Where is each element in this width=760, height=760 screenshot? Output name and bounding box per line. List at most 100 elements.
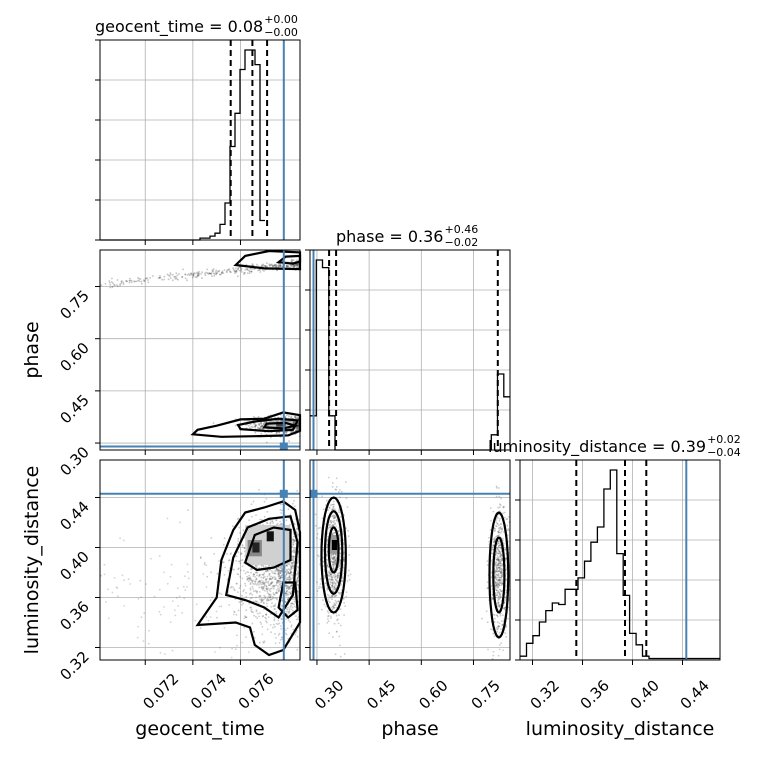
sample-point: [338, 509, 340, 511]
sample-point: [499, 565, 502, 567]
sample-point: [248, 593, 251, 595]
sample-point: [274, 603, 277, 606]
sample-point: [277, 579, 280, 582]
sample-point: [142, 279, 145, 281]
sample-point: [500, 564, 502, 567]
sample-point: [496, 574, 499, 577]
sample-point: [290, 415, 293, 417]
sample-point: [277, 585, 279, 587]
sample-point: [504, 599, 507, 601]
sample-point: [330, 578, 333, 581]
sample-point: [266, 569, 269, 572]
sample-point: [319, 583, 322, 585]
sample-point: [268, 573, 271, 575]
sample-point: [296, 428, 298, 431]
sample-point: [233, 610, 236, 613]
sample-point: [330, 521, 333, 524]
sample-point: [193, 272, 196, 274]
sample-point: [498, 584, 501, 587]
sample-point: [342, 530, 344, 533]
sample-point: [184, 589, 187, 592]
sample-point: [262, 580, 265, 583]
sample-point: [337, 491, 340, 493]
sample-point: [244, 615, 246, 617]
sample-point: [248, 577, 251, 580]
sample-point: [333, 586, 336, 588]
sample-point: [297, 265, 299, 267]
sample-point: [188, 274, 191, 277]
sample-point: [258, 574, 261, 576]
sample-point: [226, 578, 229, 580]
sample-point: [495, 525, 498, 528]
sample-point: [321, 608, 323, 611]
sample-point: [326, 499, 328, 502]
sample-point: [497, 603, 499, 606]
sample-point: [497, 524, 500, 527]
sample-point: [268, 578, 271, 581]
sample-point: [334, 555, 337, 558]
sample-point: [103, 563, 106, 566]
sample-point: [267, 587, 269, 590]
sample-point: [264, 570, 267, 573]
sample-point: [293, 421, 295, 424]
sample-point: [244, 572, 247, 575]
sample-point: [333, 594, 336, 597]
sample-point: [163, 278, 166, 281]
sample-point: [251, 263, 254, 265]
sample-point: [203, 563, 206, 565]
sample-point: [297, 415, 300, 418]
sample-point: [252, 582, 254, 585]
sample-point: [251, 585, 254, 588]
sample-point: [292, 266, 295, 269]
sample-point: [173, 609, 176, 612]
sample-point: [337, 591, 340, 594]
sample-point: [337, 530, 340, 532]
sample-point: [254, 589, 257, 592]
sample-point: [327, 598, 330, 600]
sample-point: [275, 612, 278, 615]
sample-point: [316, 590, 319, 592]
sample-point: [497, 587, 499, 589]
sample-point: [246, 578, 249, 580]
sample-point: [267, 424, 269, 427]
sample-point: [243, 273, 246, 275]
sample-point: [490, 628, 492, 631]
sample-point: [495, 565, 498, 567]
sample-point: [500, 523, 503, 525]
sample-point: [343, 564, 345, 566]
sample-point: [297, 566, 300, 569]
sample-point: [280, 565, 283, 568]
sample-point: [335, 477, 338, 480]
sample-point: [265, 441, 268, 444]
sample-point: [333, 556, 336, 559]
sample-point: [500, 574, 503, 577]
sample-point: [488, 540, 490, 543]
sample-point: [334, 563, 336, 565]
sample-point: [277, 572, 280, 574]
sample-point: [250, 610, 253, 612]
sample-point: [277, 579, 280, 582]
sample-point: [496, 580, 499, 582]
sample-point: [497, 535, 499, 537]
sample-point: [223, 574, 226, 576]
sample-point: [177, 605, 180, 607]
sample-point: [507, 617, 509, 620]
sample-point: [265, 579, 267, 582]
sample-point: [262, 601, 265, 604]
sample-point: [292, 628, 295, 631]
sample-point: [265, 613, 268, 616]
sample-point: [265, 614, 268, 616]
sample-point: [499, 572, 502, 575]
sample-point: [121, 574, 124, 577]
sample-point: [279, 567, 282, 570]
sample-point: [494, 582, 497, 584]
sample-point: [332, 636, 334, 638]
contour-line: [243, 526, 292, 572]
sample-point: [194, 619, 197, 622]
sample-point: [498, 506, 501, 509]
sample-point: [274, 597, 277, 599]
sample-point: [252, 415, 255, 418]
sample-point: [273, 264, 276, 267]
sample-point: [496, 568, 499, 571]
